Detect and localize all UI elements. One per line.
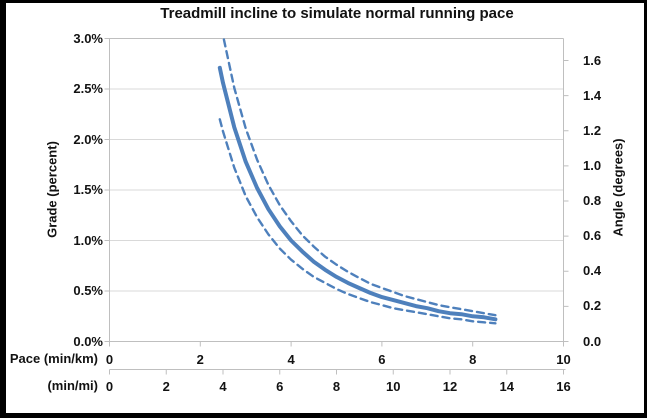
y-right-tick-label: 0.6 [583,228,602,244]
y-left-tick-label: 0.5% [73,283,103,298]
y-left-tick-label: 1.5% [73,182,103,197]
x-primary-tick-label: 0 [105,352,114,367]
x-secondary-tick-label: 16 [556,379,571,394]
x-secondary-tick-label: 8 [332,379,341,394]
y-left-tick-label: 0.0% [73,333,103,349]
y-right-tick-label: 1.6 [583,52,602,68]
series-lower-bound-line [218,118,497,325]
x-secondary-tick-label: 2 [162,379,170,394]
x-primary-tick-label: 4 [287,352,295,367]
x-primary-tick-label: 2 [196,352,204,367]
y-left-tick-label: 1.0% [73,232,103,248]
y-right-tick-label: 0.8 [583,193,602,208]
y-right-tick-label: 1.4 [583,87,602,103]
x-secondary-tick-label: 0 [105,379,114,394]
x-primary-tick-label: 6 [378,352,386,367]
chart-title: Treadmill incline to simulate normal run… [160,5,514,22]
y-left-tick-label: 2.5% [73,81,103,96]
x-secondary-tick-label: 14 [499,379,514,394]
x-secondary-tick-label: 6 [276,379,284,394]
series-upper-bound-line [222,38,497,317]
x-secondary-tick-label: 10 [386,379,401,394]
x-secondary-tick-label: 4 [219,379,227,394]
series-incline-mean-line [217,65,498,322]
x-primary-tick-label: 10 [556,352,571,367]
y-left-tick-label: 2.0% [73,131,103,147]
y-right-tick-label: 0.0 [583,333,602,349]
y-left-tick-label: 3.0% [73,30,103,46]
y-left-axis-title: Grade (percent) [44,141,60,238]
x-secondary-axis-title: (min/mi) [47,378,98,393]
x-primary-tick-label: 8 [469,352,477,367]
y-right-tick-label: 0.4 [583,263,602,279]
y-right-tick-label: 1.0 [583,157,602,173]
x-primary-axis-title: Pace (min/km) [9,351,98,366]
y-right-tick-label: 1.2 [583,122,602,138]
y-right-tick-label: 0.2 [583,298,602,314]
chart-panel [6,3,644,413]
x-secondary-tick-label: 12 [442,379,458,394]
